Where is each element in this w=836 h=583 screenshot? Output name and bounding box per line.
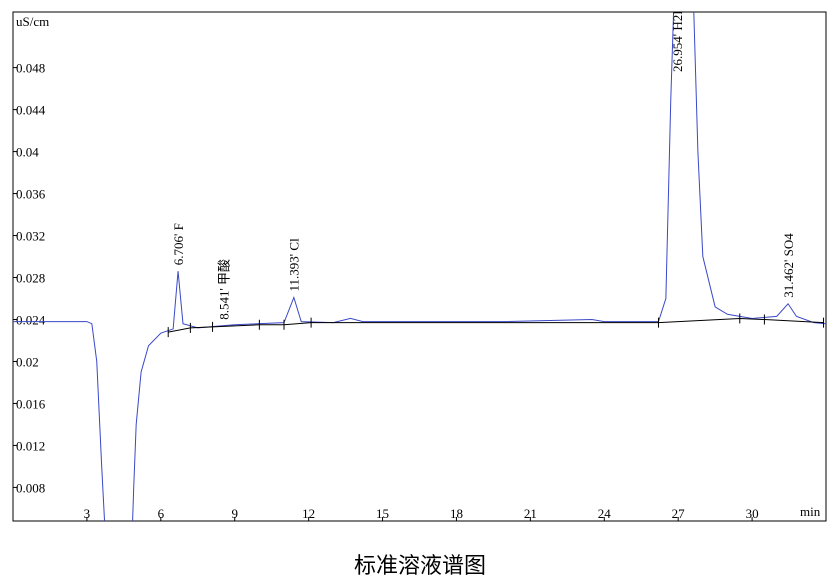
chromatogram-line — [13, 12, 826, 521]
x-tick-label: 30 — [746, 506, 759, 521]
y-tick-label: 0.044 — [16, 103, 46, 118]
y-tick-label: 0.028 — [16, 271, 45, 286]
y-tick-label: 0.032 — [16, 229, 45, 244]
x-tick-label: 27 — [672, 506, 686, 521]
x-tick-label: 24 — [598, 506, 612, 521]
peak-label: 6.706' F — [171, 223, 186, 265]
y-tick-label: 0.016 — [16, 396, 46, 411]
y-tick-label: 0.048 — [16, 61, 45, 76]
y-tick-label: 0.008 — [16, 480, 45, 495]
x-tick-label: 12 — [302, 506, 315, 521]
y-tick-label: 0.04 — [16, 145, 39, 160]
caption: 标准溶液谱图 — [354, 553, 486, 578]
y-tick-label: 0.012 — [16, 438, 45, 453]
y-axis-label: uS/cm — [16, 14, 49, 29]
y-tick-label: 0.024 — [16, 312, 46, 327]
x-tick-label: 6 — [158, 506, 165, 521]
peak-label: 26.954' H2I — [670, 10, 685, 72]
peak-label: 8.541' 甲酸 — [216, 259, 231, 320]
x-axis-label: min — [800, 504, 821, 519]
x-tick-label: 21 — [524, 506, 537, 521]
baseline — [168, 317, 824, 333]
plot-frame — [12, 11, 827, 522]
y-tick-label: 0.036 — [16, 187, 46, 202]
peak-label: 31.462' SO4 — [781, 233, 796, 298]
y-tick-label: 0.02 — [16, 354, 39, 369]
peak-label: 11.393' Cl — [287, 238, 302, 292]
x-tick-label: 18 — [450, 506, 463, 521]
x-tick-label: 9 — [231, 506, 238, 521]
x-tick-label: 3 — [84, 506, 91, 521]
x-tick-label: 15 — [376, 506, 389, 521]
